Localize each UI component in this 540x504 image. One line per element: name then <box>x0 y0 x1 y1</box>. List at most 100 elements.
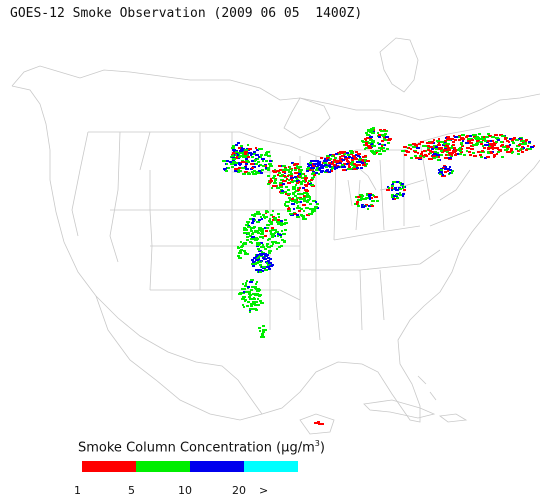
smoke-pixel <box>271 187 273 189</box>
smoke-pixel <box>246 236 249 238</box>
smoke-pixel <box>485 144 488 146</box>
smoke-pixel <box>266 244 268 246</box>
smoke-pixel <box>382 135 386 137</box>
smoke-pixel <box>506 140 509 142</box>
smoke-pixel <box>254 293 257 295</box>
smoke-pixel <box>462 140 464 142</box>
smoke-pixel <box>386 148 389 150</box>
smoke-pixel <box>311 210 314 212</box>
legend-swatch-red <box>82 461 136 472</box>
smoke-pixel <box>449 172 451 174</box>
smoke-pixel <box>282 169 286 171</box>
smoke-pixel <box>312 165 315 167</box>
smoke-pixel <box>249 218 252 220</box>
smoke-pixel <box>493 156 495 158</box>
smoke-pixel <box>287 182 291 184</box>
smoke-pixel <box>366 160 370 162</box>
smoke-pixel <box>256 254 259 256</box>
smoke-pixel <box>488 135 492 137</box>
smoke-pixel <box>240 149 244 151</box>
smoke-pixel <box>280 222 283 224</box>
smoke-pixel <box>447 147 450 149</box>
smoke-pixel <box>446 168 450 170</box>
smoke-pixel <box>331 167 334 169</box>
smoke-pixel <box>354 158 357 160</box>
smoke-pixel <box>226 160 229 162</box>
smoke-pixel <box>222 160 226 162</box>
smoke-pixel <box>275 217 277 219</box>
smoke-pixel <box>402 195 404 197</box>
smoke-pixel <box>279 186 283 188</box>
smoke-pixel <box>508 141 510 143</box>
smoke-pixel <box>277 174 279 176</box>
smoke-pixel <box>235 151 238 153</box>
smoke-pixel <box>287 210 291 212</box>
smoke-pixel <box>423 156 425 158</box>
smoke-pixel <box>360 197 363 199</box>
smoke-pixel <box>276 170 280 172</box>
smoke-pixel <box>285 186 288 188</box>
smoke-pixel <box>510 148 513 150</box>
smoke-pixel <box>269 230 272 232</box>
smoke-pixel <box>335 153 338 155</box>
smoke-pixel <box>302 180 305 182</box>
smoke-pixel <box>438 142 440 144</box>
smoke-pixel <box>252 153 256 155</box>
smoke-pixel <box>399 188 402 190</box>
smoke-pixel <box>355 196 357 198</box>
smoke-pixel <box>452 141 455 143</box>
smoke-pixel <box>296 202 298 204</box>
legend-swatch-cyan <box>244 461 298 472</box>
smoke-pixel <box>263 329 267 331</box>
smoke-pixel <box>259 330 261 332</box>
smoke-pixel <box>354 203 356 205</box>
smoke-pixel <box>305 192 308 194</box>
smoke-pixel <box>238 257 242 259</box>
smoke-pixel <box>365 132 368 134</box>
smoke-pixel <box>246 305 249 307</box>
smoke-pixel <box>265 152 268 154</box>
smoke-pixel <box>315 201 317 203</box>
smoke-pixel <box>377 142 379 144</box>
smoke-pixel <box>276 187 279 189</box>
smoke-pixel <box>278 216 280 218</box>
smoke-pixel <box>259 164 262 166</box>
smoke-pixel <box>425 155 428 157</box>
smoke-pixel <box>258 170 261 172</box>
yucatan <box>299 413 335 435</box>
smoke-pixel <box>303 192 306 194</box>
smoke-pixel <box>399 192 401 194</box>
greenland-coast <box>379 37 419 93</box>
smoke-pixel <box>303 195 305 197</box>
smoke-pixel <box>478 138 482 140</box>
smoke-pixel <box>465 136 468 138</box>
smoke-pixel <box>309 203 312 205</box>
smoke-pixel <box>242 153 245 155</box>
smoke-pixel <box>328 162 332 164</box>
smoke-pixel <box>297 189 300 191</box>
smoke-pixel <box>333 164 336 166</box>
smoke-pixel <box>232 149 236 151</box>
smoke-pixel <box>257 161 260 163</box>
smoke-pixel <box>282 183 285 185</box>
smoke-pixel <box>263 253 267 255</box>
smoke-pixel <box>283 241 286 243</box>
smoke-pixel <box>296 207 299 209</box>
smoke-pixel <box>472 152 475 154</box>
smoke-pixel <box>261 333 264 335</box>
smoke-pixel <box>310 184 314 186</box>
smoke-pixel <box>309 162 312 164</box>
smoke-pixel <box>250 163 254 165</box>
smoke-pixel <box>257 293 259 295</box>
smoke-pixel <box>257 248 260 250</box>
smoke-pixel <box>338 160 342 162</box>
smoke-pixel <box>426 145 430 147</box>
smoke-pixel <box>432 157 436 159</box>
map-title: GOES-12 Smoke Observation (2009 06 05 14… <box>10 6 363 21</box>
smoke-pixel <box>371 205 374 207</box>
smoke-pixel <box>299 175 302 177</box>
smoke-pixel <box>244 171 248 173</box>
smoke-pixel <box>260 154 263 156</box>
smoke-pixel <box>316 203 319 205</box>
